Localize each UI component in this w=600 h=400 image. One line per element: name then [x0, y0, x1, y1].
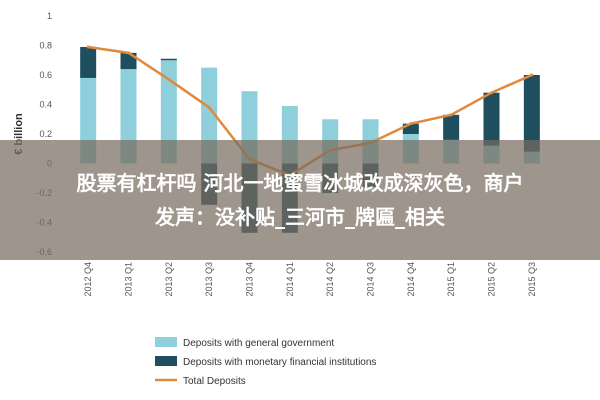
- bar-monetary-institutions: [402, 123, 419, 134]
- total-deposits-point: [207, 105, 211, 109]
- legend-swatch: [155, 356, 177, 366]
- x-tick-label: 2015 Q3: [527, 262, 537, 297]
- x-tick-label: 2015 Q1: [446, 262, 456, 297]
- x-tick-label: 2014 Q2: [325, 262, 335, 297]
- legend-label: Total Deposits: [183, 376, 246, 387]
- x-tick-label: 2013 Q3: [204, 262, 214, 297]
- total-deposits-point: [167, 77, 171, 81]
- x-tick-label: 2014 Q1: [285, 262, 295, 297]
- x-tick-label: 2012 Q4: [83, 262, 93, 297]
- bar-general-government: [201, 67, 218, 164]
- legend-label: Deposits with general government: [183, 338, 334, 349]
- legend: Deposits with general government Deposits…: [155, 337, 376, 387]
- total-deposits-point: [530, 73, 534, 77]
- x-tick-label: 2014 Q4: [406, 262, 416, 297]
- y-tick-label: 0.6: [39, 70, 52, 80]
- y-tick-label: 1: [47, 11, 52, 21]
- headline-line-1: 股票有杠杆吗 河北一地蜜雪冰城改成深灰色，商户: [76, 171, 524, 195]
- total-deposits-point: [86, 45, 90, 49]
- bar-general-government: [160, 60, 177, 164]
- y-tick-label: 0.4: [39, 100, 52, 110]
- x-tick-label: 2013 Q4: [245, 262, 255, 297]
- x-tick-label: 2013 Q2: [164, 262, 174, 297]
- bar-monetary-institutions: [160, 58, 177, 61]
- headline-line-2: 发声：没补贴_三河市_牌匾_相关: [155, 205, 445, 229]
- x-tick-label: 2013 Q1: [124, 262, 134, 297]
- total-deposits-point: [127, 51, 130, 55]
- bar-monetary-institutions: [483, 92, 500, 146]
- headline-overlay: 股票有杠杆吗 河北一地蜜雪冰城改成深灰色，商户 发声：没补贴_三河市_牌匾_相关: [0, 140, 600, 260]
- x-tick-label: 2014 Q3: [366, 262, 376, 297]
- y-tick-label: 0.2: [39, 129, 52, 139]
- x-tick-label: 2015 Q2: [487, 262, 497, 297]
- bar-monetary-institutions: [523, 75, 540, 152]
- bar-monetary-institutions: [80, 46, 97, 78]
- legend-swatch: [155, 337, 177, 347]
- bar-monetary-institutions: [443, 114, 460, 140]
- total-deposits-point: [490, 91, 493, 95]
- total-deposits-point: [449, 113, 453, 117]
- y-tick-label: 0.8: [39, 41, 52, 51]
- total-deposits-point: [409, 122, 413, 126]
- x-axis: 2012 Q4 2013 Q1 2013 Q2 2013 Q3 2013 Q4 2014 …: [83, 262, 537, 297]
- legend-label: Deposits with monetary financial institu…: [183, 357, 376, 368]
- bar-general-government: [120, 69, 137, 164]
